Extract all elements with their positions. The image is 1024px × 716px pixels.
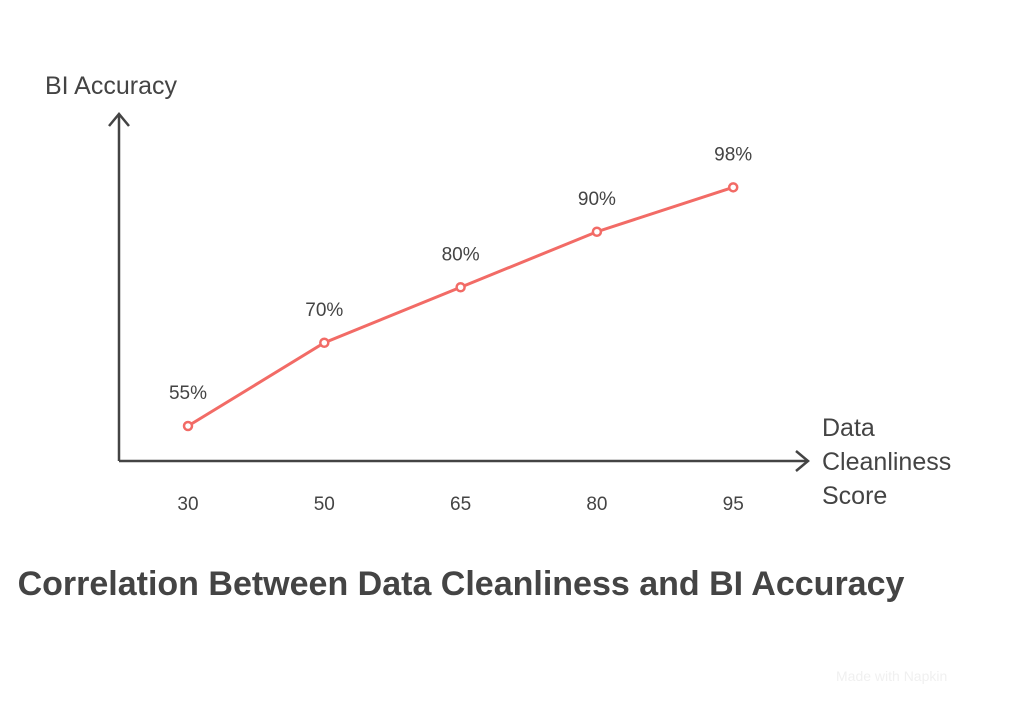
data-point bbox=[727, 182, 739, 193]
data-label: 70% bbox=[305, 300, 343, 321]
chart-title: Correlation Between Data Cleanliness and… bbox=[17, 565, 905, 603]
x-tick-label: 65 bbox=[450, 494, 471, 515]
y-axis-arrow-icon bbox=[108, 112, 130, 127]
x-tick-label: 50 bbox=[314, 494, 335, 515]
x-tick-label: 80 bbox=[586, 494, 607, 515]
x-tick-label: 95 bbox=[723, 494, 744, 515]
y-axis-label: BI Accuracy bbox=[45, 72, 177, 100]
data-point bbox=[319, 337, 330, 348]
watermark: Made with Napkin bbox=[836, 668, 948, 684]
data-point bbox=[455, 282, 466, 293]
series-line bbox=[187, 185, 734, 428]
data-label: 90% bbox=[578, 189, 616, 210]
x-axis-label-line1: Data bbox=[822, 414, 875, 442]
data-label: 80% bbox=[442, 244, 480, 265]
data-label: 55% bbox=[169, 383, 207, 404]
data-point bbox=[591, 226, 603, 237]
x-axis-arrow-icon bbox=[795, 450, 810, 472]
x-axis-label-line2: Cleanliness bbox=[822, 448, 951, 476]
data-point bbox=[182, 420, 194, 432]
x-axis-label-line3: Score bbox=[822, 482, 887, 510]
x-axis bbox=[119, 450, 810, 472]
data-label: 98% bbox=[714, 144, 752, 165]
x-tick-label: 30 bbox=[177, 494, 198, 515]
y-axis bbox=[108, 112, 130, 461]
